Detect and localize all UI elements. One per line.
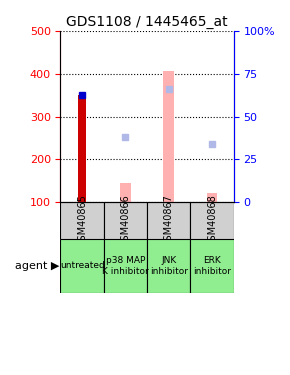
Bar [120, 183, 131, 202]
Text: GSM40866: GSM40866 [120, 194, 130, 247]
Text: agent ▶: agent ▶ [15, 261, 60, 271]
Text: JNK
inhibitor: JNK inhibitor [150, 256, 188, 276]
Bar [78, 95, 86, 202]
FancyBboxPatch shape [147, 239, 190, 292]
FancyBboxPatch shape [61, 239, 104, 292]
FancyBboxPatch shape [104, 202, 147, 239]
Text: GSM40868: GSM40868 [207, 194, 217, 247]
FancyBboxPatch shape [147, 202, 190, 239]
FancyBboxPatch shape [190, 239, 234, 292]
Text: GSM40867: GSM40867 [164, 194, 174, 247]
Text: GSM40865: GSM40865 [77, 194, 87, 247]
FancyBboxPatch shape [190, 202, 234, 239]
FancyBboxPatch shape [61, 202, 104, 239]
FancyBboxPatch shape [104, 239, 147, 292]
Title: GDS1108 / 1445465_at: GDS1108 / 1445465_at [66, 15, 228, 29]
Bar [163, 70, 174, 202]
Text: untreated: untreated [60, 261, 104, 270]
Text: p38 MAP
K inhibitor: p38 MAP K inhibitor [102, 256, 149, 276]
Text: ERK
inhibitor: ERK inhibitor [193, 256, 231, 276]
Bar [206, 194, 218, 202]
